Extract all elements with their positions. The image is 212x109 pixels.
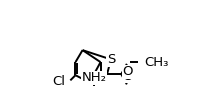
Text: Cl: Cl — [52, 75, 65, 88]
Text: O: O — [123, 65, 133, 78]
Text: NH₂: NH₂ — [81, 72, 106, 84]
Text: CH₃: CH₃ — [144, 56, 169, 69]
Text: O: O — [123, 70, 133, 83]
Text: S: S — [107, 53, 115, 66]
